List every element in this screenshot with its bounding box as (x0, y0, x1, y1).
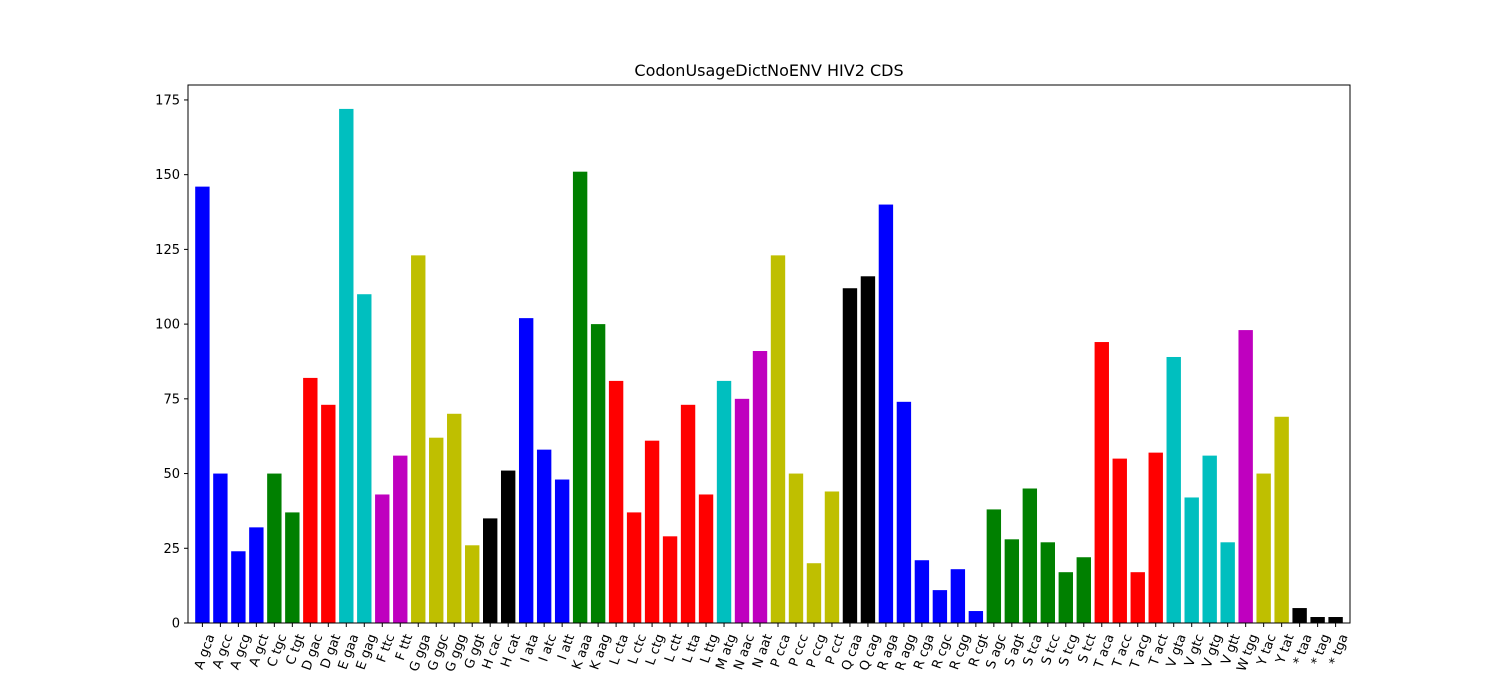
bar (806, 563, 822, 623)
bar (986, 509, 1002, 623)
bar (1238, 330, 1253, 623)
chart-title: CodonUsageDictNoENV HIV2 CDS (634, 61, 903, 80)
bar (968, 611, 984, 623)
y-tick-label: 25 (163, 542, 180, 557)
bar (500, 470, 516, 623)
bar (770, 255, 786, 623)
bar (572, 171, 588, 623)
bar (950, 569, 966, 623)
bar (1292, 608, 1307, 623)
bar (231, 551, 246, 623)
bar (1058, 572, 1073, 623)
bar (285, 512, 300, 623)
bar (932, 590, 948, 623)
bar (554, 479, 570, 623)
bar (698, 494, 714, 623)
bar (788, 473, 804, 623)
bar (1004, 539, 1020, 623)
bar (1040, 542, 1055, 623)
bar (590, 324, 606, 623)
bar (303, 377, 318, 623)
bar (536, 449, 552, 623)
bar (1256, 473, 1271, 623)
bar (1184, 497, 1199, 623)
bars-group (195, 108, 1343, 623)
bar (608, 380, 624, 623)
y-tick-label: 50 (163, 467, 180, 482)
bar (447, 413, 462, 623)
bar (914, 560, 930, 623)
bar (411, 255, 426, 623)
bar (1076, 557, 1091, 623)
bar (1310, 617, 1325, 623)
bar (1094, 342, 1109, 623)
bar (1202, 455, 1217, 623)
bar (375, 494, 390, 623)
plot-frame (187, 84, 1351, 624)
bar (267, 473, 282, 623)
bar (195, 186, 210, 623)
bar (842, 288, 858, 623)
bar (662, 536, 678, 623)
bar (339, 108, 354, 623)
bar (321, 404, 336, 623)
bar (393, 455, 408, 623)
bar (249, 527, 264, 623)
bar (1328, 617, 1343, 623)
y-axis: 0 25 50 75 100 125 150 175 (155, 93, 188, 632)
y-tick-label: 0 (172, 617, 180, 632)
bar (680, 404, 696, 623)
y-tick-label: 125 (155, 243, 180, 258)
bar (896, 401, 912, 623)
bar (644, 440, 660, 623)
bar (1022, 488, 1038, 623)
bar (213, 473, 228, 623)
y-tick-label: 75 (163, 392, 180, 407)
bar (1148, 452, 1163, 623)
bar (1112, 458, 1127, 623)
bar (1166, 356, 1181, 623)
bar (465, 545, 480, 623)
y-tick-label: 150 (155, 168, 180, 183)
bar (1130, 572, 1145, 623)
bar (860, 276, 876, 623)
bar (716, 380, 732, 623)
bar (752, 351, 768, 623)
bar (734, 398, 750, 623)
bar (878, 204, 894, 623)
bar (824, 491, 840, 623)
bar (1274, 416, 1289, 623)
bar (483, 518, 498, 623)
y-tick-label: 100 (155, 318, 180, 333)
bar (518, 318, 534, 623)
y-tick-label: 175 (155, 93, 180, 108)
bar (1220, 542, 1235, 623)
bar (429, 437, 444, 623)
bar (357, 294, 372, 623)
bar (626, 512, 642, 623)
